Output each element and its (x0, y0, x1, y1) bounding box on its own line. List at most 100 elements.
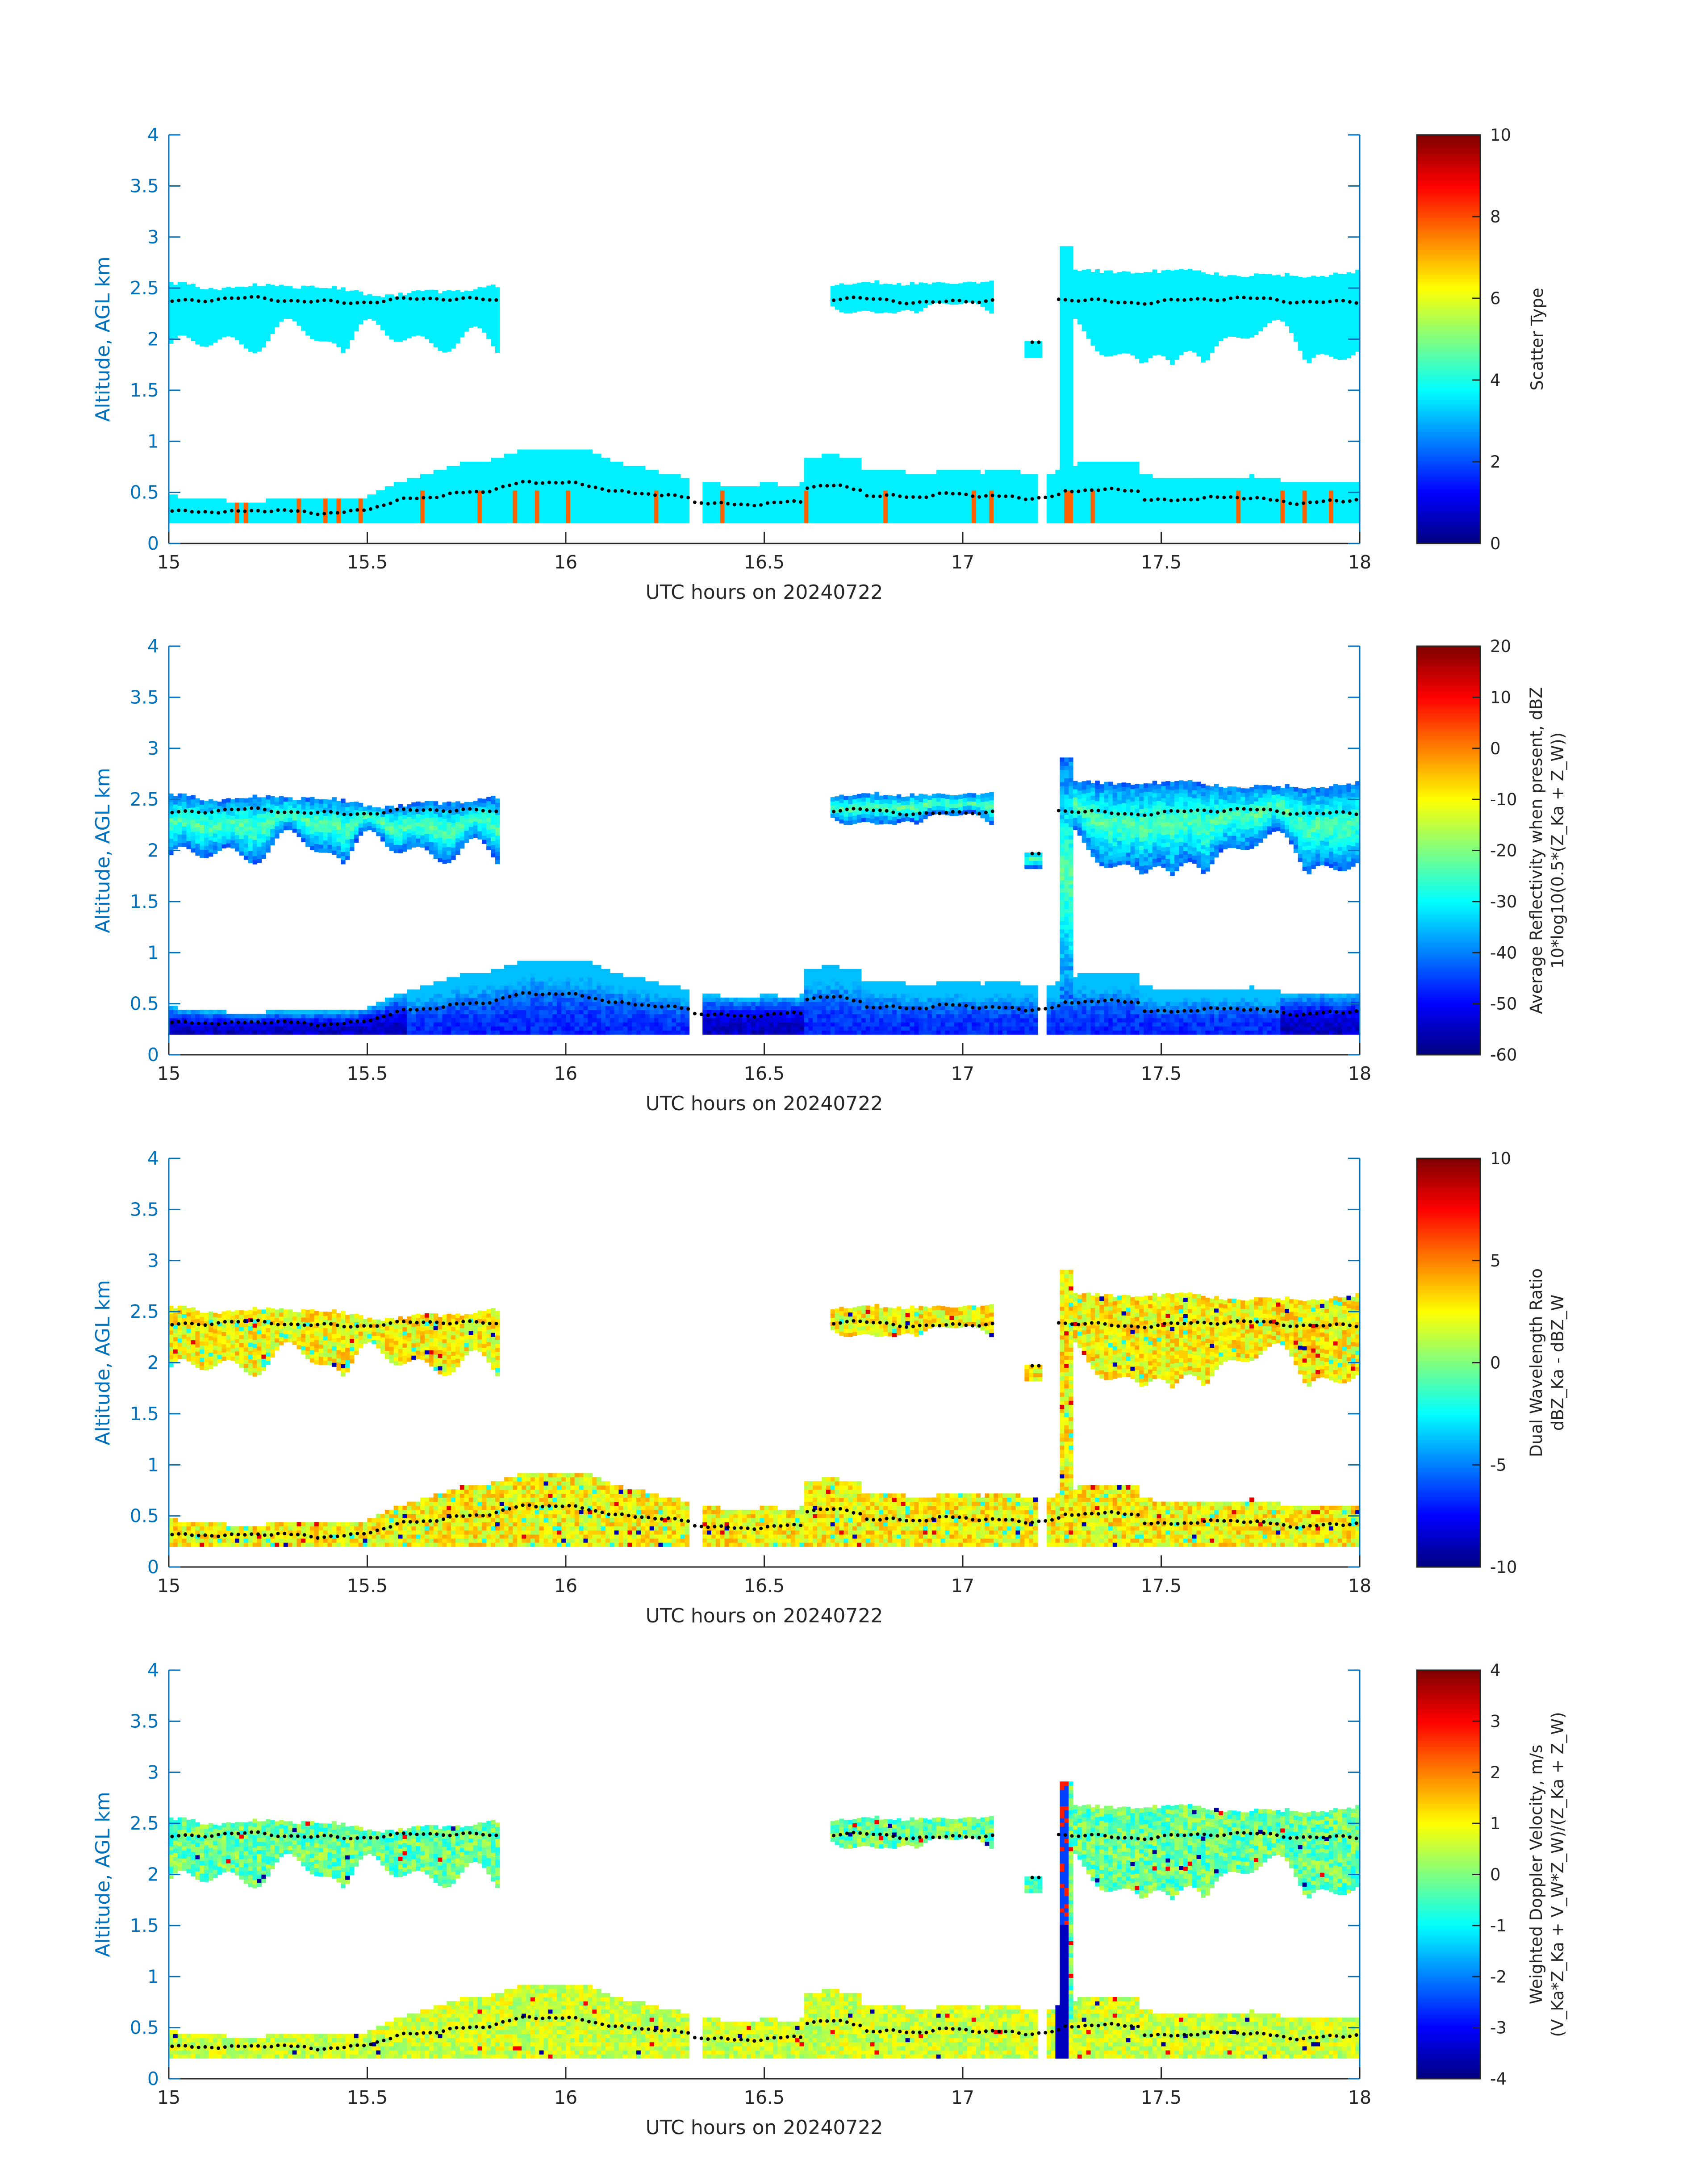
cell (1232, 494, 1236, 499)
cell (1095, 306, 1100, 311)
cell (747, 498, 752, 503)
cell (618, 502, 623, 507)
cell (998, 490, 1003, 495)
cell (239, 331, 244, 336)
cell (305, 510, 310, 515)
cell (213, 498, 218, 503)
cell (455, 306, 460, 311)
cell (685, 506, 690, 511)
cell (1069, 344, 1073, 349)
cell (1205, 351, 1210, 356)
cell (345, 519, 350, 523)
cell (1196, 311, 1201, 316)
cell (455, 502, 460, 507)
cell (1060, 381, 1065, 385)
cell (667, 482, 672, 487)
cell (169, 515, 174, 519)
cell (407, 482, 412, 487)
cell (1130, 294, 1135, 298)
cell (468, 515, 474, 519)
cell (468, 478, 474, 483)
cell (248, 314, 253, 319)
cell (804, 515, 809, 519)
cell (1006, 502, 1012, 507)
cell (451, 307, 456, 312)
cell (557, 506, 562, 511)
cell (204, 519, 209, 523)
cell (464, 319, 469, 324)
cell (217, 294, 222, 299)
cell (438, 293, 443, 298)
cell (1245, 482, 1250, 487)
cell (835, 466, 839, 470)
cell (958, 283, 963, 288)
cell (1055, 490, 1060, 495)
cell (870, 474, 875, 479)
cell (261, 286, 266, 290)
cell (433, 330, 438, 335)
cell (1236, 309, 1241, 313)
cell (261, 298, 266, 303)
cell (1196, 486, 1201, 491)
cell (963, 494, 968, 499)
cell (499, 466, 505, 470)
cell (539, 494, 544, 499)
cell (548, 490, 553, 495)
cell (919, 519, 923, 523)
cell (482, 494, 487, 499)
cell (367, 515, 372, 519)
cell (535, 494, 540, 499)
cell (1210, 299, 1215, 304)
cell (579, 453, 584, 458)
cell (1095, 273, 1100, 278)
cell (372, 494, 376, 499)
cell (936, 510, 941, 515)
cell (407, 309, 412, 314)
cell (1232, 300, 1236, 304)
cell (1077, 498, 1082, 503)
cell (169, 331, 174, 336)
cell (239, 295, 244, 300)
cell (1227, 320, 1232, 325)
cell (888, 470, 893, 475)
cell (1082, 314, 1087, 319)
cell (1069, 515, 1073, 519)
cell (848, 305, 853, 309)
cell (1218, 515, 1224, 519)
cell (372, 502, 376, 507)
cell (451, 324, 456, 328)
cell (1170, 352, 1175, 357)
cell (552, 502, 557, 507)
cell (954, 292, 959, 297)
cell (1060, 295, 1065, 300)
cell (327, 519, 333, 523)
cell (711, 486, 716, 491)
cell (208, 292, 213, 297)
cell (1170, 327, 1175, 332)
cell (861, 294, 866, 299)
cell (1112, 502, 1118, 507)
cell (852, 308, 857, 313)
cell (447, 294, 451, 299)
cell (420, 303, 425, 308)
cell (835, 462, 839, 466)
cell (451, 336, 456, 341)
cell (813, 498, 818, 503)
cell (1029, 519, 1034, 523)
cell (1152, 310, 1157, 315)
cell (1157, 506, 1162, 511)
cell (385, 331, 390, 336)
cell (433, 322, 438, 327)
cell (1024, 515, 1029, 519)
cell (945, 498, 950, 503)
cell (592, 462, 597, 466)
cell (1060, 393, 1065, 398)
cell (1069, 459, 1073, 463)
cell (579, 449, 584, 454)
cell (790, 502, 796, 507)
cell (1174, 347, 1179, 352)
cell (1192, 311, 1197, 316)
cell (1227, 506, 1232, 511)
cell (208, 304, 213, 309)
cell (905, 293, 910, 298)
